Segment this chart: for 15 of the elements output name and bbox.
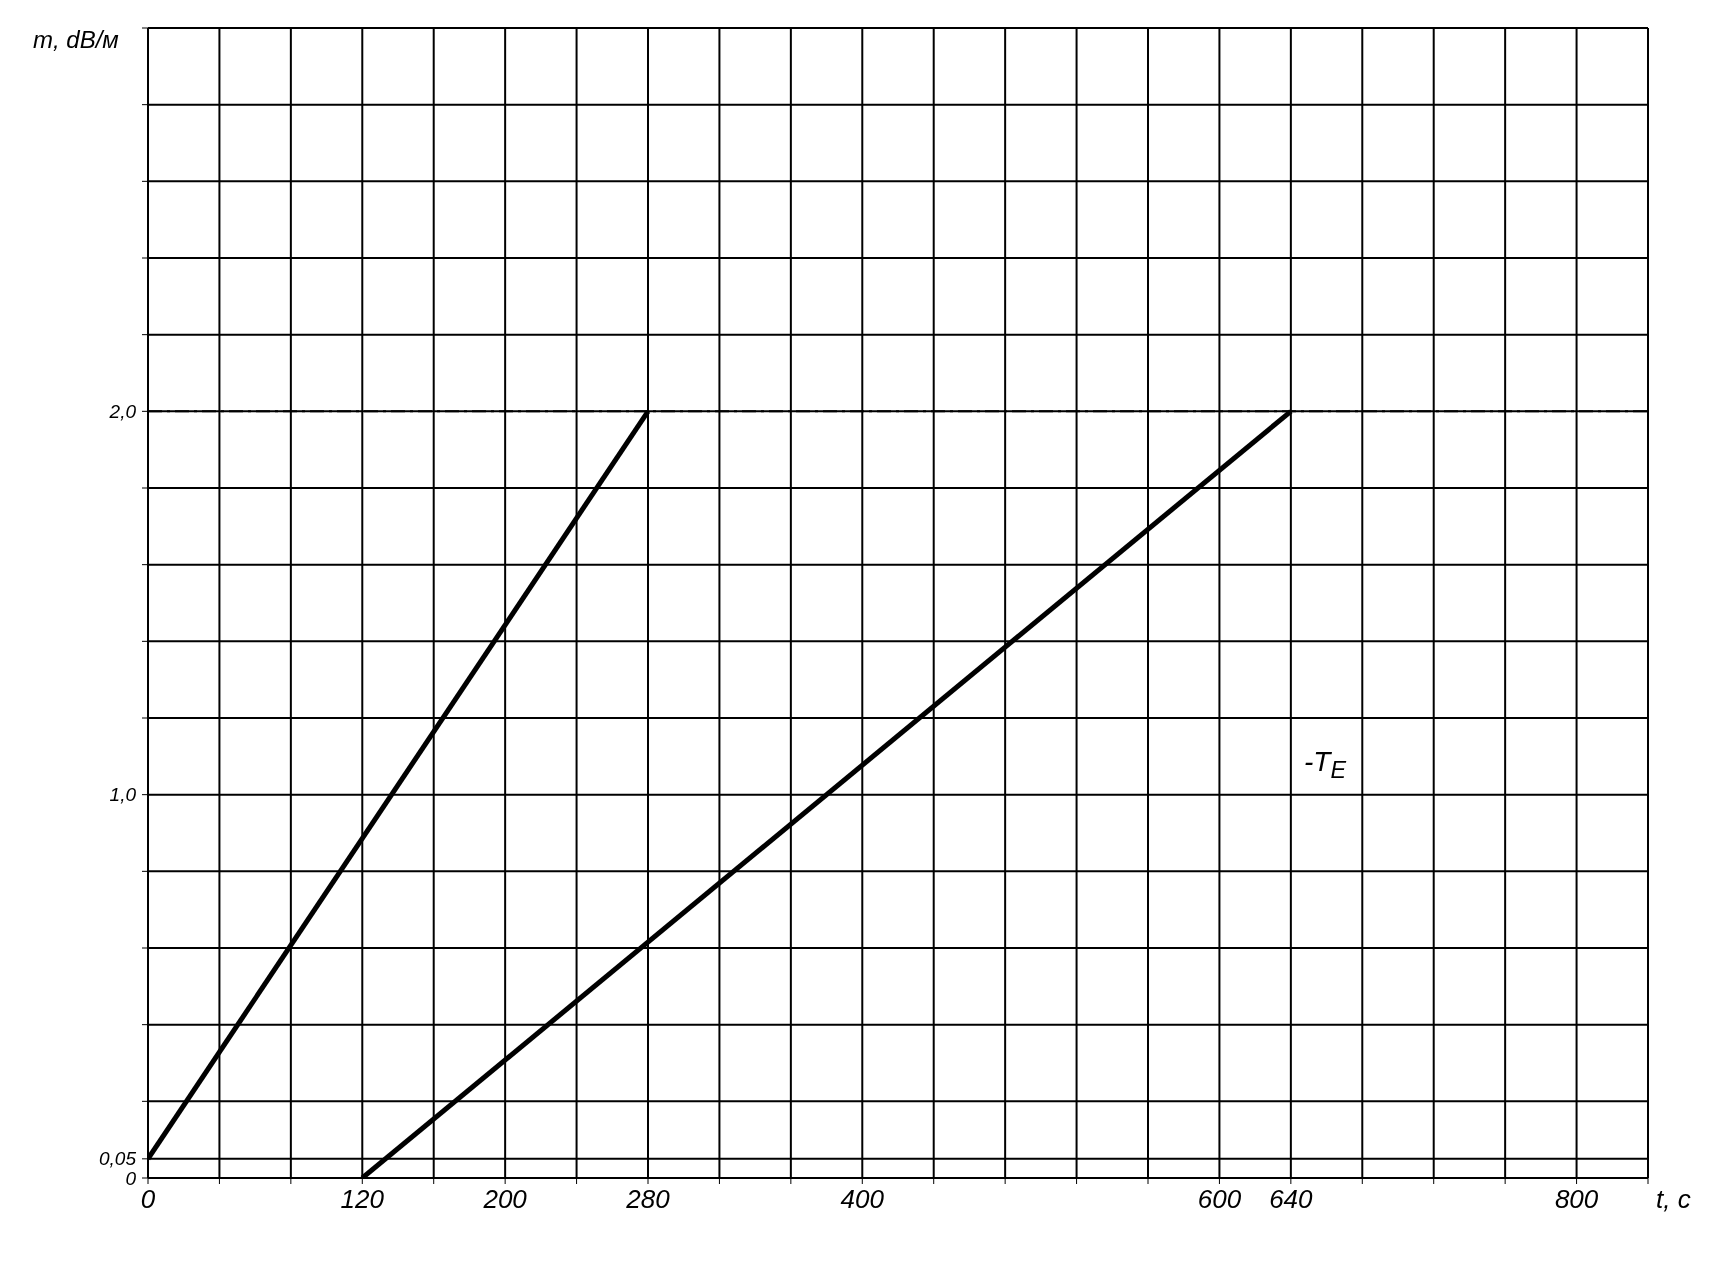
x-tick-label: 280 [625,1184,671,1214]
x-tick-label: 600 [1197,1184,1242,1214]
x-tick-label: 200 [482,1184,528,1214]
y-tick-label: 2,0 [108,400,137,422]
y-tick-label: 0 [125,1167,137,1189]
x-tick-label: 400 [840,1184,885,1214]
y-axis-title: m, dB/м [33,26,119,53]
x-tick-label: 0 [140,1184,156,1214]
x-tick-label: 120 [340,1184,385,1214]
y-tick-label: 1,0 [109,784,137,806]
y-tick-label: 0,05 [99,1148,137,1170]
x-axis-title: t, c [1656,1184,1691,1214]
x-tick-label: 800 [1554,1184,1599,1214]
x-tick-label: 640 [1269,1184,1314,1214]
annotation: -T$_{E}$ [1304,746,1346,784]
